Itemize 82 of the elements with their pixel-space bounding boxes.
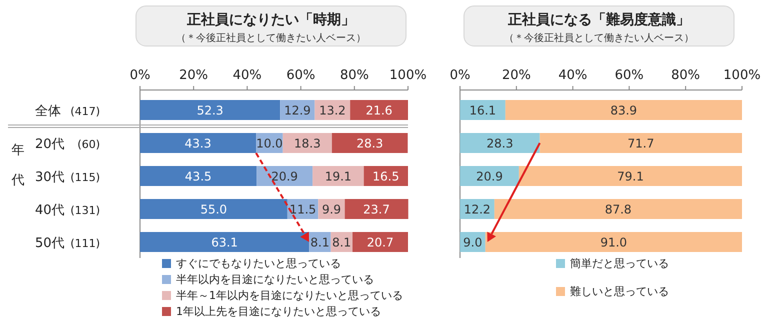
chart-subtitle: （＊今後正社員として働きたい人ベース） <box>176 32 366 44</box>
data-label: 9.0 <box>463 236 482 250</box>
bar <box>460 133 540 153</box>
bar <box>140 199 288 219</box>
text: (417) <box>70 105 100 118</box>
y-tick-label: 全体 <box>35 104 61 119</box>
text: 年代 <box>10 143 24 188</box>
data-label: 43.5 <box>184 170 212 184</box>
y-tick-label: 40代 <box>35 203 65 218</box>
data-label: 9.9 <box>322 202 342 216</box>
data-label: 28.3 <box>356 136 384 150</box>
data-label: 8.1 <box>332 236 352 250</box>
data-label: 23.7 <box>363 202 390 216</box>
x-tick-label: 20% <box>179 68 208 83</box>
chart-title: 正社員になる「難易度意識」 <box>507 11 690 28</box>
data-label: 12.9 <box>284 104 311 118</box>
data-label: 13.2 <box>319 104 346 118</box>
data-label: 52.3 <box>196 104 224 118</box>
data-label: 12.2 <box>464 202 491 216</box>
data-label: 20.9 <box>476 170 503 184</box>
x-tick-label: 0% <box>130 68 150 83</box>
x-tick-label: 20% <box>502 68 531 83</box>
text: (60) <box>77 138 100 151</box>
data-label: 87.8 <box>604 202 632 216</box>
data-label: 28.3 <box>486 136 514 150</box>
data-label: 71.7 <box>628 136 654 150</box>
x-tick-label: 60% <box>614 68 644 83</box>
text: (131) <box>70 204 100 217</box>
data-label: 20.9 <box>271 170 298 184</box>
x-tick-label: 80% <box>671 68 700 83</box>
x-tick-label: 40% <box>558 68 588 83</box>
data-label: 83.9 <box>610 104 638 118</box>
bar <box>485 232 742 252</box>
text: (115) <box>70 171 100 184</box>
y-tick-label: 30代 <box>35 170 65 185</box>
x-tick-label: 100% <box>389 68 427 83</box>
y-tick-label: 50代 <box>35 236 65 251</box>
x-tick-label: 100% <box>723 68 761 83</box>
legend-item: 半年以内を目途になりたいと思っている <box>162 273 374 286</box>
data-label: 55.0 <box>200 202 228 216</box>
x-tick-label: 40% <box>232 68 262 83</box>
bar <box>140 166 257 186</box>
bar <box>140 100 280 120</box>
bar <box>540 133 742 153</box>
bar <box>460 100 506 120</box>
data-label: 16.5 <box>372 170 400 184</box>
y-tick-label: 20代 <box>35 137 65 152</box>
bar <box>460 166 519 186</box>
data-label: 43.3 <box>184 136 212 150</box>
text: (111) <box>70 237 100 250</box>
legend-item: 1年以上先を目途になりたいと思っている <box>162 305 381 318</box>
bar <box>350 100 408 120</box>
bar <box>344 199 408 219</box>
x-tick-label: 0% <box>450 68 470 83</box>
bar <box>140 232 310 252</box>
data-label: 63.1 <box>211 236 238 250</box>
data-label: 18.3 <box>294 136 321 150</box>
legend-item: すぐにでもなりたいと思っている <box>162 257 341 270</box>
data-label: 8.1 <box>310 236 330 250</box>
x-tick-label: 60% <box>286 68 316 83</box>
bar <box>505 100 742 120</box>
bar <box>140 133 256 153</box>
data-label: 11.5 <box>289 202 316 216</box>
chart-title: 正社員になりたい「時期」 <box>186 12 355 28</box>
data-label: 79.1 <box>617 170 644 184</box>
legend-item: 難しいと思っている <box>556 285 669 298</box>
data-label: 20.7 <box>366 236 394 250</box>
chart-subtitle: （＊今後正社員として働きたい人ベース） <box>504 32 694 44</box>
x-tick-label: 80% <box>340 68 369 83</box>
data-label: 10.0 <box>256 136 283 150</box>
data-label: 19.1 <box>324 170 352 184</box>
data-label: 21.6 <box>366 104 392 118</box>
bar <box>494 199 742 219</box>
data-label: 16.1 <box>469 104 496 118</box>
bar <box>312 166 364 186</box>
bar <box>352 232 408 252</box>
legend-item: 簡単だと思っている <box>556 257 669 270</box>
bar <box>332 133 408 153</box>
legend-item: 半年～1年以内を目途になりたいと思っている <box>162 289 403 302</box>
data-label: 91.0 <box>600 236 628 250</box>
bar <box>518 166 742 186</box>
bar <box>282 133 332 153</box>
